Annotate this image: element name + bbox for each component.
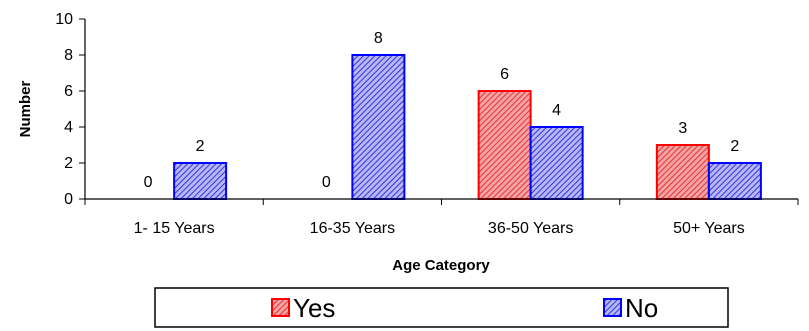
data-label: 0: [144, 174, 153, 191]
x-tick-label: 50+ Years: [673, 220, 745, 237]
legend: Yes No: [154, 287, 729, 328]
legend-label-yes: Yes: [293, 293, 335, 323]
data-label: 2: [196, 138, 205, 155]
bar-no: [707, 162, 762, 200]
bar-yes: [477, 90, 532, 200]
data-label: 8: [374, 30, 383, 47]
legend-swatch-no: [603, 298, 622, 317]
bar-no: [529, 126, 584, 200]
x-tick-label: 1- 15 Years: [134, 220, 215, 237]
y-axis: 0 2 4 6 8 10: [55, 11, 86, 208]
y-tick-label: 2: [64, 155, 73, 172]
y-tick-label: 4: [64, 119, 73, 136]
y-tick-label: 10: [55, 11, 73, 28]
legend-swatch-yes: [271, 298, 290, 317]
y-tick-label: 0: [64, 191, 73, 208]
bar-no: [173, 162, 228, 200]
data-label: 2: [730, 138, 739, 155]
bar-no: [351, 54, 406, 200]
data-label: 0: [322, 174, 331, 191]
legend-frame: [154, 287, 729, 328]
data-label: 3: [678, 120, 687, 137]
y-tick-label: 6: [64, 83, 73, 100]
legend-label-no: No: [625, 293, 658, 323]
bar-yes: [655, 144, 710, 200]
x-tick-label: 16-35 Years: [310, 220, 395, 237]
data-label: 6: [500, 66, 509, 83]
plot-area: 0 2 0 8 6 4 3 2: [144, 30, 762, 200]
y-tick-label: 8: [64, 47, 73, 64]
x-axis: 1- 15 Years 16-35 Years 36-50 Years 50+ Yea…: [84, 198, 799, 237]
data-label: 4: [552, 102, 561, 119]
x-tick-label: 36-50 Years: [488, 220, 573, 237]
y-axis-title: Number: [17, 81, 34, 138]
x-axis-title: Age Category: [392, 257, 490, 274]
